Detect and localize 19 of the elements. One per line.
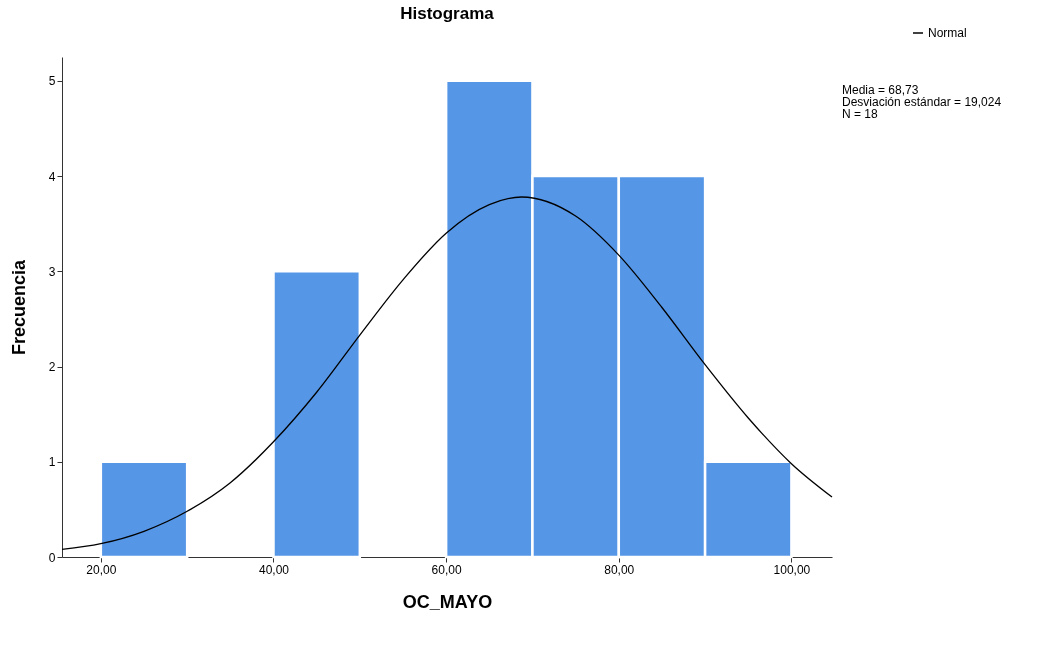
legend-label: Normal [928,26,967,40]
y-axis-title: Frecuencia [8,258,29,356]
x-tick-label: 80,00 [604,562,635,577]
chart-title: Histograma [400,4,495,23]
text: N = 18 [842,107,879,121]
x-axis-title: OC_MAYO [402,591,493,612]
y-tick-label: 2 [48,360,56,375]
text: Media = 68,73 [842,83,919,97]
x-tick-label: 60,00 [431,562,462,577]
y-tick-label: 5 [48,74,56,89]
x-tick-label: 20,00 [86,562,117,577]
text: Desviación estándar = 19,024 [842,95,1002,109]
y-tick-label: 3 [48,264,56,279]
y-tick-label: 0 [48,550,56,565]
y-tick-label: 1 [48,455,56,470]
x-tick-label: 100,00 [773,562,811,577]
x-tick-label: 40,00 [258,562,290,577]
line-series [61,196,833,551]
y-tick-label: 4 [48,169,56,184]
